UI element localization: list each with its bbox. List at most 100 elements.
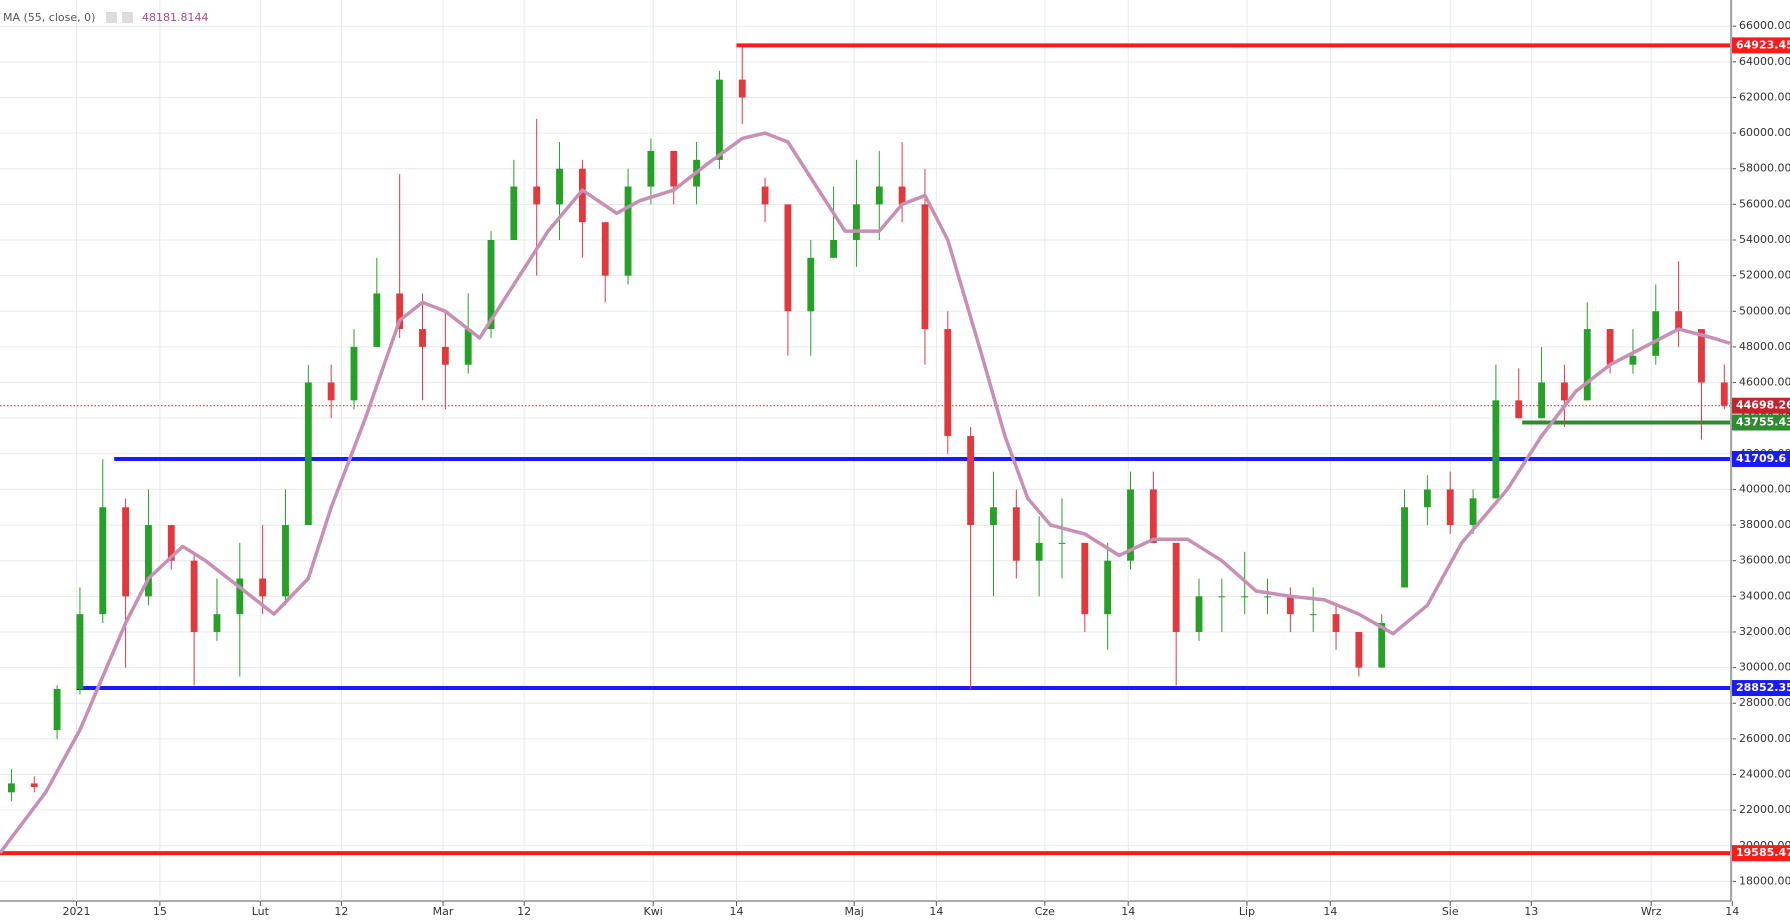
candle-body xyxy=(601,222,609,276)
candle-body xyxy=(1309,614,1317,616)
candle-body xyxy=(1035,542,1043,561)
x-tick-label: 14 xyxy=(1725,905,1739,918)
y-tick-label: 48000.00 xyxy=(1739,340,1790,353)
candle-body xyxy=(853,204,860,240)
candle-body xyxy=(898,186,906,205)
x-tick-label: 14 xyxy=(730,905,744,918)
x-tick-label: 14 xyxy=(929,905,943,918)
level-tag xyxy=(1732,37,1790,54)
settings-icon[interactable] xyxy=(106,12,117,23)
y-tick-label: 64000.00 xyxy=(1739,55,1790,68)
candle-body xyxy=(1606,329,1614,365)
candle-body xyxy=(464,329,472,365)
y-tick-label: 38000.00 xyxy=(1739,518,1790,531)
candle-body xyxy=(647,150,655,187)
y-tick-label: 40000.00 xyxy=(1739,482,1790,495)
candle-body xyxy=(990,507,997,526)
candle-body xyxy=(1515,400,1523,419)
y-tick-label: 28000.00 xyxy=(1739,696,1790,709)
candle-body xyxy=(1012,507,1020,561)
candle-body xyxy=(419,329,426,347)
candle-body xyxy=(304,382,312,526)
candle-body xyxy=(1446,489,1454,526)
candle-body xyxy=(624,186,632,276)
x-tick-label: Sie xyxy=(1442,905,1459,918)
candle-body xyxy=(967,435,975,526)
y-tick-label: 26000.00 xyxy=(1739,732,1790,745)
level-label: 41709.6 xyxy=(1736,452,1786,465)
candle-body xyxy=(1720,382,1728,406)
candle-body xyxy=(487,239,495,330)
indicator-label: MA (55, close, 0) xyxy=(3,11,95,24)
x-tick-label: 12 xyxy=(334,905,348,918)
candle-body xyxy=(1104,560,1112,615)
candle-body xyxy=(761,186,769,205)
candle-body xyxy=(1401,507,1408,588)
y-tick-label: 66000.00 xyxy=(1739,19,1790,32)
candle-body xyxy=(259,578,267,597)
level-label: 28852.35 xyxy=(1736,681,1790,694)
y-tick-label: 32000.00 xyxy=(1739,625,1790,638)
level-tag xyxy=(1732,680,1790,697)
candle-body xyxy=(1332,614,1340,632)
candle-body xyxy=(1355,631,1363,668)
y-tick-label: 46000.00 xyxy=(1739,376,1790,389)
x-tick-label: Wrz xyxy=(1641,905,1662,918)
candle-body xyxy=(1195,596,1203,632)
indicator-value: 48181.8144 xyxy=(142,11,208,24)
y-tick-label: 60000.00 xyxy=(1739,126,1790,139)
x-tick-label: 14 xyxy=(1323,905,1337,918)
candle-body xyxy=(190,560,198,632)
candle-body xyxy=(738,79,746,98)
candle-body xyxy=(236,578,244,615)
level-tag xyxy=(1732,450,1790,467)
candle-body xyxy=(373,293,381,347)
candle-body xyxy=(1538,382,1546,419)
y-tick-label: 34000.00 xyxy=(1739,589,1790,602)
candle-body xyxy=(1286,596,1294,615)
candle-body xyxy=(1172,542,1180,632)
x-tick-label: 2021 xyxy=(63,905,91,918)
x-tick-label: Mar xyxy=(433,905,454,918)
candle-body xyxy=(670,150,678,187)
candle-body xyxy=(1127,489,1134,561)
ma-line xyxy=(0,131,1731,854)
level-tag xyxy=(1732,397,1790,414)
x-tick-label: 15 xyxy=(153,905,167,918)
candle-body xyxy=(875,186,883,205)
candle-body xyxy=(921,204,929,330)
candle-body xyxy=(1149,489,1157,543)
y-tick-label: 56000.00 xyxy=(1739,197,1790,210)
x-tick-label: Kwi xyxy=(644,905,663,918)
candle-body xyxy=(327,382,335,401)
candle-body xyxy=(1378,623,1386,668)
candle-body xyxy=(122,507,130,597)
candle-body xyxy=(807,257,815,312)
candle-body xyxy=(350,346,358,401)
candle-body xyxy=(1675,311,1683,330)
x-tick-label: Maj xyxy=(845,905,864,918)
y-tick-label: 62000.00 xyxy=(1739,90,1790,103)
x-tick-label: Lut xyxy=(252,905,270,918)
y-tick-label: 58000.00 xyxy=(1739,162,1790,175)
y-tick-label: 54000.00 xyxy=(1739,233,1790,246)
candle-body xyxy=(1629,355,1637,365)
candle-body xyxy=(145,525,152,597)
candle-body xyxy=(944,329,952,436)
level-label: 43755.43 xyxy=(1736,416,1790,429)
candle-body xyxy=(213,614,221,632)
candle-body xyxy=(1218,596,1226,598)
x-tick-label: 12 xyxy=(517,905,531,918)
candle-body xyxy=(76,614,84,689)
close-icon[interactable] xyxy=(122,12,133,23)
candle-body xyxy=(1058,542,1066,544)
candle-body xyxy=(715,79,723,160)
candle-body xyxy=(1560,382,1568,401)
candle-body xyxy=(282,525,289,597)
candle-body xyxy=(533,186,541,205)
candle-body xyxy=(1264,596,1271,598)
y-tick-label: 18000.00 xyxy=(1739,874,1790,887)
level-tag xyxy=(1732,845,1790,862)
